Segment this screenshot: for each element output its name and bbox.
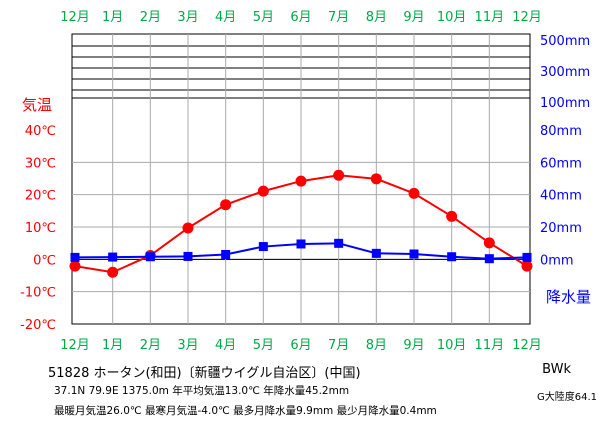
temp-axis-title: 気温 xyxy=(22,96,52,114)
month-label-bottom: 4月 xyxy=(215,338,236,353)
month-label-bottom: 12月 xyxy=(60,338,90,353)
temp-tick-label: 30℃ xyxy=(25,156,56,171)
precip-tick-label: 60mm xyxy=(540,156,582,171)
climate-code: BWk xyxy=(542,362,571,377)
precipitation-point xyxy=(371,248,381,258)
month-label-bottom: 7月 xyxy=(328,338,349,353)
temp-tick-label: -20℃ xyxy=(20,318,56,333)
precipitation-point xyxy=(221,249,231,259)
month-label-top: 9月 xyxy=(403,10,424,25)
temperature-point xyxy=(69,260,81,272)
temperature-point xyxy=(295,175,307,187)
temperature-point xyxy=(333,169,345,181)
precip-tick-label: 40mm xyxy=(540,189,582,204)
month-label-top: 12月 xyxy=(512,10,542,25)
temp-tick-label: 10℃ xyxy=(25,221,56,236)
precipitation-point xyxy=(108,252,118,262)
month-label-top: 12月 xyxy=(60,10,90,25)
month-label-bottom: 10月 xyxy=(437,338,467,353)
month-label-top: 2月 xyxy=(140,10,161,25)
month-label-bottom: 8月 xyxy=(366,338,387,353)
precip-tick-label: 20mm xyxy=(540,221,582,236)
month-label-top: 10月 xyxy=(437,10,467,25)
station-extremes: 最暖月気温26.0℃ 最寒月気温-4.0℃ 最多月降水量9.9mm 最少月降水量… xyxy=(54,405,437,417)
month-label-bottom: 9月 xyxy=(403,338,424,353)
temp-tick-label: 0℃ xyxy=(33,253,56,268)
temperature-point xyxy=(446,210,458,222)
month-label-bottom: 6月 xyxy=(290,338,311,353)
station-title: 51828 ホータン(和田)〔新疆ウイグル自治区〕(中国) xyxy=(48,366,361,381)
precipitation-point xyxy=(484,254,494,264)
precipitation-point xyxy=(183,251,193,261)
month-label-top: 7月 xyxy=(328,10,349,25)
temp-tick-label: 40℃ xyxy=(25,124,56,139)
month-label-bottom: 2月 xyxy=(140,338,161,353)
precip-axis-title: 降水量 xyxy=(546,288,591,306)
precipitation-point xyxy=(70,252,80,262)
month-label-top: 3月 xyxy=(177,10,198,25)
precipitation-point xyxy=(447,252,457,262)
temperature-point xyxy=(182,222,194,234)
precipitation-point xyxy=(258,242,268,252)
month-label-top: 6月 xyxy=(290,10,311,25)
month-label-bottom: 1月 xyxy=(102,338,123,353)
month-label-top: 1月 xyxy=(102,10,123,25)
precipitation-point xyxy=(409,249,419,259)
month-label-bottom: 12月 xyxy=(512,338,542,353)
precip-tick-label: 0mm xyxy=(540,253,574,268)
precipitation-point xyxy=(296,239,306,249)
month-label-top: 8月 xyxy=(366,10,387,25)
month-label-top: 4月 xyxy=(215,10,236,25)
precipitation-point xyxy=(334,238,344,248)
month-label-bottom: 11月 xyxy=(475,338,505,353)
temperature-point xyxy=(483,237,495,249)
precip-tick-label: 100mm xyxy=(540,96,590,111)
temperature-point xyxy=(220,199,232,211)
precip-tick-label: 300mm xyxy=(540,65,590,80)
temperature-point xyxy=(107,266,119,278)
temperature-point xyxy=(257,185,269,197)
month-label-bottom: 3月 xyxy=(177,338,198,353)
station-summary: 37.1N 79.9E 1375.0m 年平均気温13.0℃ 年降水量45.2m… xyxy=(54,385,350,397)
temperature-point xyxy=(370,173,382,185)
month-label-top: 5月 xyxy=(253,10,274,25)
precipitation-point xyxy=(522,252,532,262)
month-label-top: 11月 xyxy=(475,10,505,25)
temp-tick-label: -10℃ xyxy=(20,286,56,301)
precip-tick-label: 500mm xyxy=(540,34,590,49)
temperature-point xyxy=(521,260,533,272)
precipitation-point xyxy=(145,252,155,262)
precip-tick-label: 80mm xyxy=(540,124,582,139)
temp-tick-label: 20℃ xyxy=(25,189,56,204)
month-label-bottom: 5月 xyxy=(253,338,274,353)
continentality-index: G大陸度64.1 xyxy=(536,392,597,403)
temperature-point xyxy=(408,187,420,199)
